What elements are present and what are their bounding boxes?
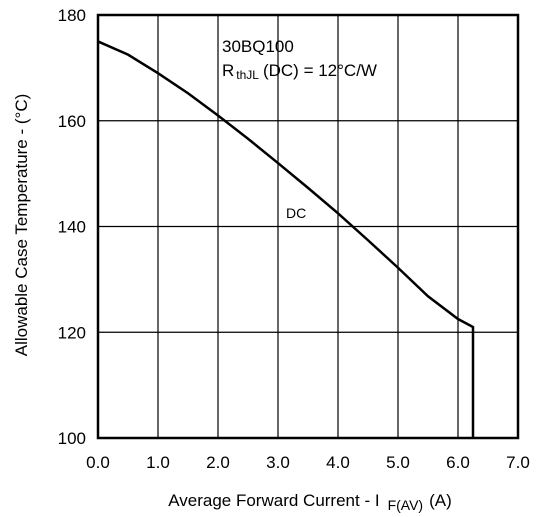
x-axis-title-unit: (A): [429, 491, 452, 510]
x-tick-label: 7.0: [506, 453, 530, 472]
x-tick-label: 4.0: [326, 453, 350, 472]
grid-lines: [98, 15, 518, 438]
x-tick-label: 6.0: [446, 453, 470, 472]
part-number-annotation: 30BQ100: [222, 37, 294, 56]
x-tick-label: 2.0: [206, 453, 230, 472]
x-axis-title-sub: F(AV): [388, 497, 424, 513]
series-line-dc: [97, 40, 475, 438]
x-tick-label: 1.0: [146, 453, 170, 472]
rth-suffix: (DC) = 12°C/W: [263, 61, 377, 80]
y-tick-label: 180: [58, 6, 86, 25]
y-tick-label: 100: [58, 429, 86, 448]
y-tick-label: 120: [58, 323, 86, 342]
y-tick-labels: 100 120 140 160 180: [58, 6, 86, 448]
x-tick-labels: 0.0 1.0 2.0 3.0 4.0 5.0 6.0 7.0: [86, 453, 530, 472]
x-tick-label: 3.0: [266, 453, 290, 472]
plot-frame: [96, 13, 520, 440]
y-tick-label: 160: [58, 112, 86, 131]
rth-subscript: thJL: [236, 68, 259, 82]
x-tick-label: 0.0: [86, 453, 110, 472]
rth-prefix: R: [222, 61, 234, 80]
x-axis-title-main: Average Forward Current - I: [168, 491, 379, 510]
curve-label-dc: DC: [286, 205, 306, 221]
y-tick-label: 140: [58, 218, 86, 237]
y-axis-title: Allowable Case Temperature - (°C): [12, 94, 31, 357]
x-axis-title: Average Forward Current - I F(AV) (A): [168, 491, 452, 513]
x-tick-label: 5.0: [386, 453, 410, 472]
